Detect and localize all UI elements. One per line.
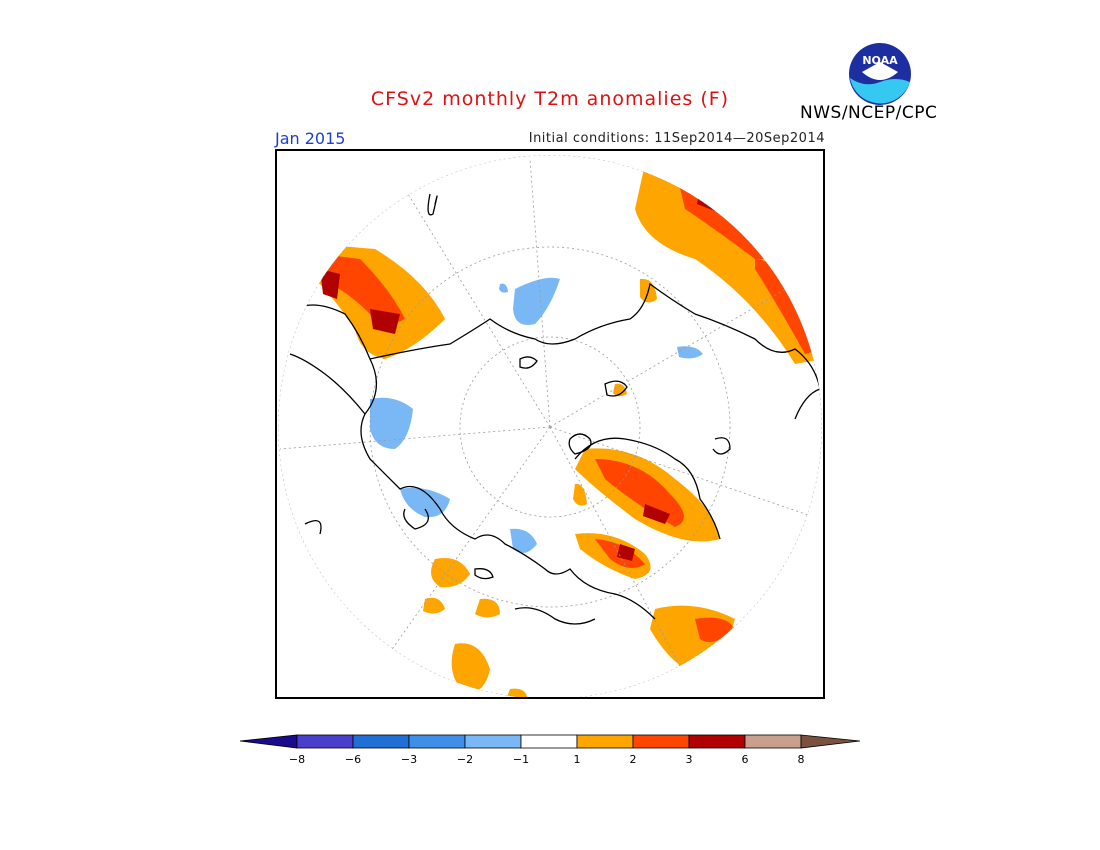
colorbar-bin — [688, 734, 746, 749]
anomaly-map — [275, 149, 825, 699]
coastlines — [289, 193, 821, 625]
colorbar-tick-label: 2 — [630, 753, 637, 766]
colorbar: −8 −6 −3 −2 −1 1 2 3 6 8 — [240, 734, 860, 766]
initial-conditions: Initial conditions: 11Sep2014—20Sep2014 — [528, 131, 825, 146]
colorbar-bin — [576, 734, 634, 749]
colorbar-bin — [744, 734, 802, 749]
colorbar-tick-label: −3 — [401, 753, 417, 766]
colorbar-tick-label: −8 — [289, 753, 305, 766]
noaa-logo: NOAA — [849, 43, 911, 105]
noaa-logo-text: NOAA — [862, 54, 898, 67]
organization-label: NWS/NCEP/CPC — [800, 103, 938, 123]
colorbar-bin — [520, 734, 578, 749]
colorbar-tick-label: 1 — [574, 753, 581, 766]
warm-anomaly-regions — [315, 164, 822, 697]
colorbar-arrow-right — [800, 734, 860, 749]
graticule — [278, 155, 822, 699]
colorbar-tick-label: −1 — [513, 753, 529, 766]
colorbar-tick-label: −6 — [345, 753, 361, 766]
colorbar-bin — [352, 734, 410, 749]
cool-anomaly-regions — [370, 277, 703, 553]
colorbar-bin — [296, 734, 354, 749]
colorbar-bin — [632, 734, 690, 749]
colorbar-bin — [408, 734, 466, 749]
map-title: CFSv2 monthly T2m anomalies (F) — [370, 88, 730, 110]
colorbar-tick-label: 6 — [742, 753, 749, 766]
colorbar-tick-label: −2 — [457, 753, 473, 766]
colorbar-arrow-left — [240, 734, 298, 749]
colorbar-tick-label: 3 — [686, 753, 693, 766]
colorbar-tick-label: 8 — [798, 753, 805, 766]
forecast-month: Jan 2015 — [275, 129, 346, 148]
colorbar-bin — [464, 734, 522, 749]
